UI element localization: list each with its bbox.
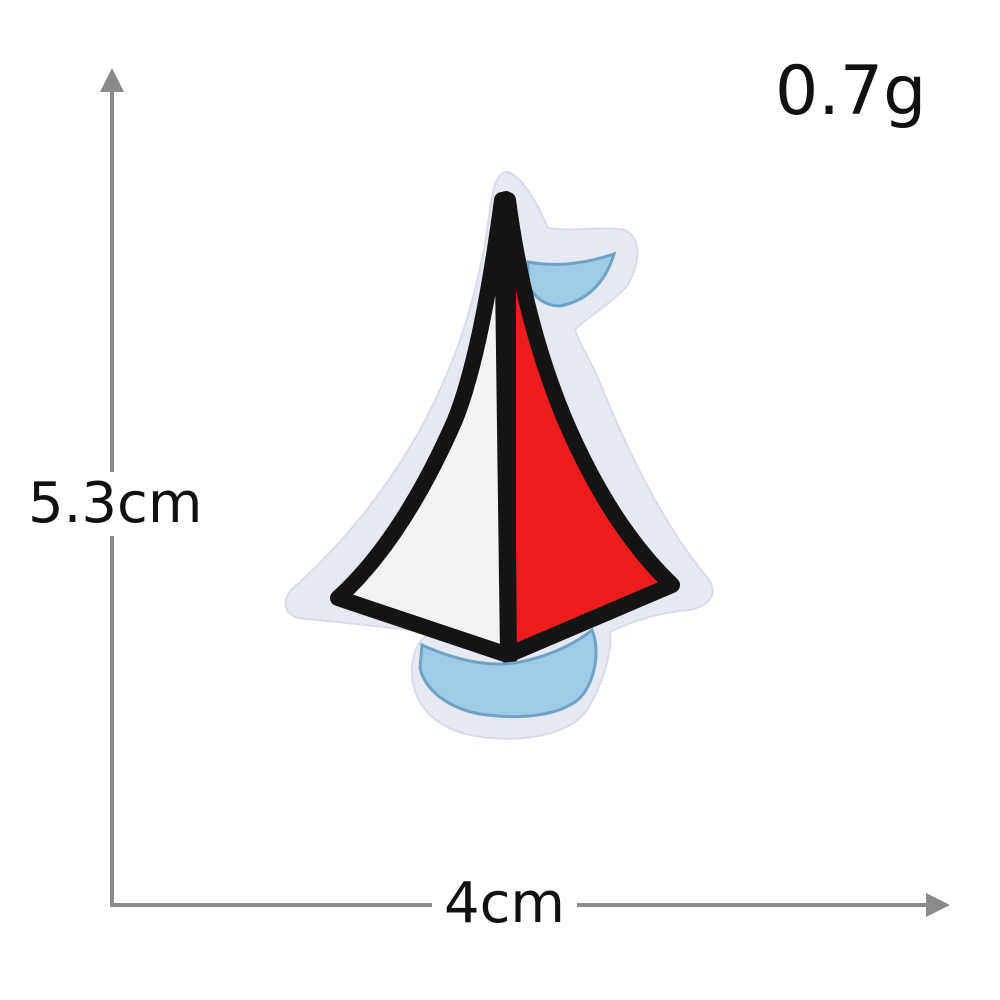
arrow-right-icon	[926, 893, 950, 917]
height-label: 5.3cm	[28, 471, 203, 536]
hull	[418, 627, 598, 719]
mast	[499, 191, 517, 667]
weight-label: 0.7g	[775, 52, 927, 131]
width-label: 4cm	[432, 876, 577, 932]
sailboat-patch-icon	[284, 170, 714, 740]
sail-right	[500, 192, 680, 663]
sail-left	[330, 192, 516, 663]
arrow-up-icon	[100, 68, 124, 92]
flag	[526, 251, 617, 308]
